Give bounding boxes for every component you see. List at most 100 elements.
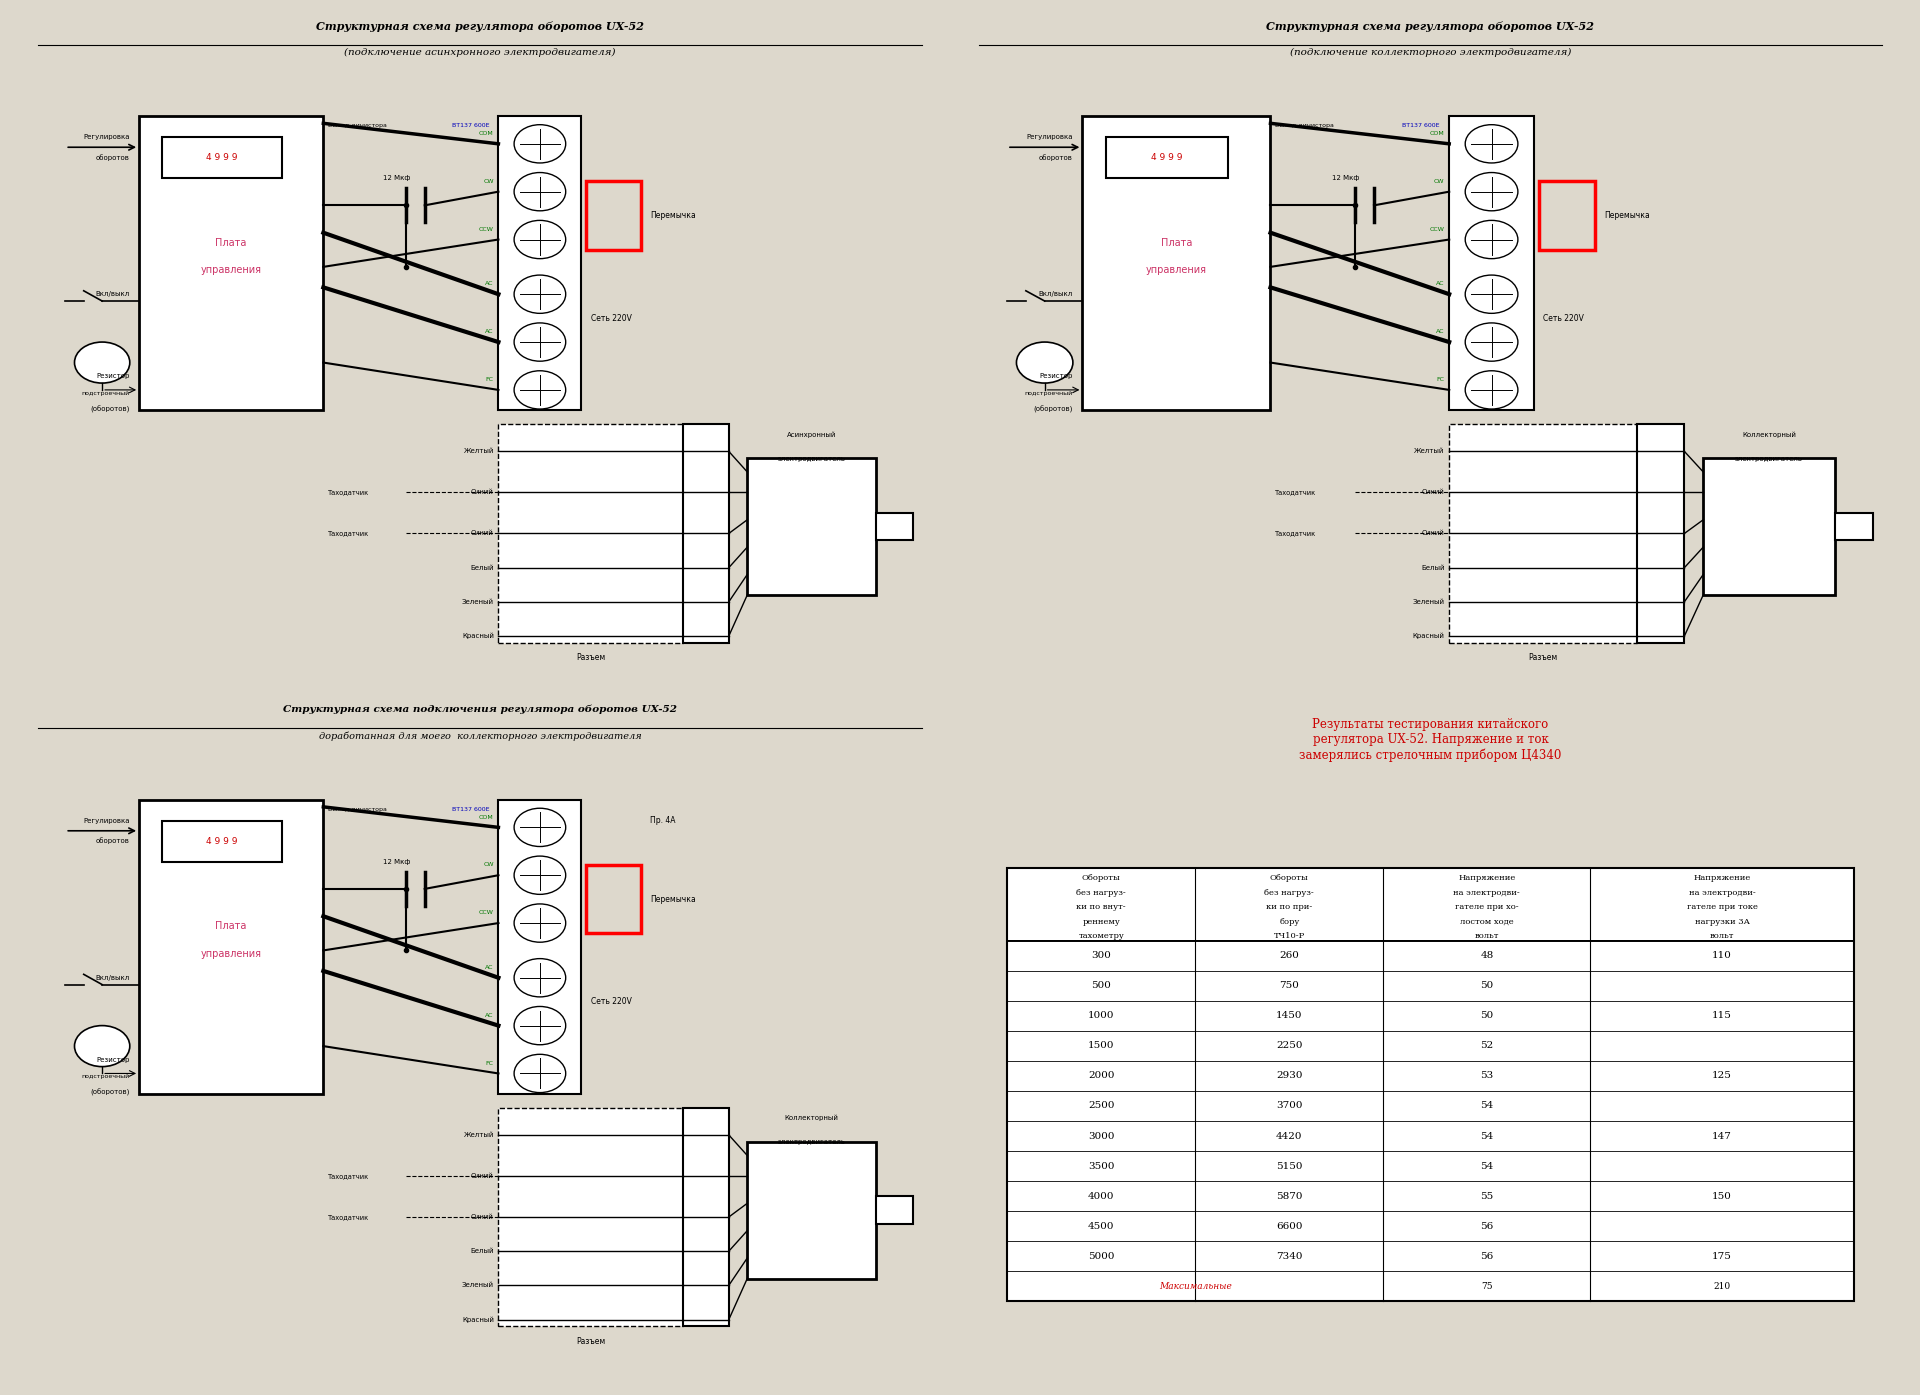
Text: 55: 55	[1480, 1191, 1494, 1201]
Bar	[138, 801, 323, 1094]
Text: AC: AC	[486, 329, 493, 335]
Text: вольт: вольт	[1475, 932, 1500, 940]
Text: AC: AC	[486, 965, 493, 970]
Text: 4 9 9 9: 4 9 9 9	[205, 837, 238, 845]
Text: Плата: Плата	[1162, 239, 1192, 248]
Bar	[161, 820, 282, 862]
Bar	[876, 513, 914, 540]
Text: 54: 54	[1480, 1102, 1494, 1110]
Bar	[747, 458, 876, 594]
Circle shape	[515, 173, 566, 211]
Text: реннему: реннему	[1083, 918, 1119, 926]
Text: Белый: Белый	[470, 1249, 493, 1254]
Text: Таходатчик: Таходатчик	[1275, 490, 1317, 495]
Circle shape	[515, 124, 566, 163]
Text: ВТ137 600Е: ВТ137 600Е	[453, 123, 490, 128]
Text: Структурная схема регулятора оборотов UX-52: Структурная схема регулятора оборотов UX…	[1267, 21, 1594, 32]
Text: Обороты: Обороты	[1081, 875, 1121, 883]
Text: AC: AC	[486, 282, 493, 286]
Text: Результаты тестирования китайского
регулятора UX-52. Напряжение и ток
замерялись: Результаты тестирования китайского регул…	[1300, 718, 1561, 762]
Text: 110: 110	[1713, 951, 1732, 960]
Circle shape	[75, 342, 131, 384]
Bar	[499, 1108, 684, 1327]
Text: Максимальные: Максимальные	[1160, 1282, 1231, 1290]
Text: 4 9 9 9: 4 9 9 9	[1152, 153, 1183, 162]
Text: Асинхронный: Асинхронный	[787, 431, 837, 438]
Text: оборотов: оборотов	[1039, 153, 1073, 160]
Circle shape	[515, 1055, 566, 1092]
Text: Перемычка: Перемычка	[1605, 211, 1649, 220]
Text: 56: 56	[1480, 1222, 1494, 1230]
Text: 115: 115	[1713, 1011, 1732, 1020]
Text: Перемычка: Перемычка	[651, 211, 697, 220]
Circle shape	[515, 1006, 566, 1045]
Circle shape	[515, 808, 566, 847]
Text: (оборотов): (оборотов)	[1033, 406, 1073, 413]
Circle shape	[515, 904, 566, 942]
Text: Зеленый: Зеленый	[1413, 598, 1444, 605]
Text: подстроечный: подстроечный	[81, 1074, 131, 1080]
Text: 4000: 4000	[1089, 1191, 1114, 1201]
Text: Синий: Синий	[470, 530, 493, 537]
Text: Перемычка: Перемычка	[651, 894, 697, 904]
Text: Синий: Синий	[1423, 490, 1444, 495]
Text: 175: 175	[1713, 1251, 1732, 1261]
Circle shape	[515, 220, 566, 258]
Text: 500: 500	[1091, 981, 1112, 990]
Text: оборотов: оборотов	[96, 153, 131, 160]
Text: FC: FC	[486, 1060, 493, 1066]
Text: без нагруз-: без нагруз-	[1077, 889, 1125, 897]
Text: электродвигатель: электродвигатель	[778, 1140, 847, 1145]
Text: 52: 52	[1480, 1041, 1494, 1050]
Bar	[747, 1141, 876, 1278]
Bar	[1638, 424, 1684, 643]
Text: нагрузки 3А: нагрузки 3А	[1695, 918, 1749, 926]
Circle shape	[1465, 322, 1519, 361]
Text: 5000: 5000	[1089, 1251, 1114, 1261]
Text: 56: 56	[1480, 1251, 1494, 1261]
Text: управления: управления	[1146, 265, 1208, 275]
Text: Таходатчик: Таходатчик	[328, 530, 369, 537]
Bar	[1450, 117, 1534, 410]
Circle shape	[515, 857, 566, 894]
Text: Напряжение: Напряжение	[1457, 875, 1515, 883]
Circle shape	[1465, 220, 1519, 258]
Text: 1500: 1500	[1089, 1041, 1114, 1050]
Text: 3700: 3700	[1277, 1102, 1302, 1110]
Text: Плата: Плата	[215, 239, 248, 248]
Text: COM: COM	[480, 131, 493, 137]
Text: Желтый: Желтый	[1415, 448, 1444, 455]
Text: ки по при-: ки по при-	[1265, 904, 1313, 911]
Text: 53: 53	[1480, 1071, 1494, 1080]
Text: (подключение асинхронного электродвигателя): (подключение асинхронного электродвигате…	[344, 49, 616, 57]
Text: Зеленый: Зеленый	[463, 598, 493, 605]
Circle shape	[515, 371, 566, 409]
Text: Сеть 220V: Сеть 220V	[591, 997, 632, 1006]
Bar	[1006, 868, 1855, 940]
Text: 2930: 2930	[1277, 1071, 1302, 1080]
Text: 54: 54	[1480, 1162, 1494, 1170]
Text: 50: 50	[1480, 1011, 1494, 1020]
Circle shape	[515, 322, 566, 361]
Text: доработанная для моего  коллекторного электродвигателя: доработанная для моего коллекторного эле…	[319, 731, 641, 741]
Text: на электродви-: на электродви-	[1453, 889, 1521, 897]
Text: 54: 54	[1480, 1131, 1494, 1141]
Text: оборотов: оборотов	[96, 837, 131, 844]
Bar	[499, 801, 582, 1094]
Text: 210: 210	[1713, 1282, 1730, 1290]
Text: CCW: CCW	[478, 911, 493, 915]
Text: (оборотов): (оборотов)	[90, 1089, 131, 1096]
Text: электродвигатель: электродвигатель	[1736, 456, 1803, 462]
Text: CW: CW	[1434, 179, 1444, 184]
Text: AC: AC	[1436, 329, 1444, 335]
Text: Таходатчик: Таходатчик	[1275, 530, 1317, 537]
Text: Желтый: Желтый	[463, 448, 493, 455]
Text: ВТ137 600Е: ВТ137 600Е	[1402, 123, 1440, 128]
Text: вольт: вольт	[1711, 932, 1734, 940]
Text: Структурная схема регулятора оборотов UX-52: Структурная схема регулятора оборотов UX…	[317, 21, 643, 32]
Text: 75: 75	[1480, 1282, 1492, 1290]
Circle shape	[75, 1025, 131, 1067]
Circle shape	[1465, 173, 1519, 211]
Text: Разъем: Разъем	[576, 653, 605, 663]
Text: CCW: CCW	[478, 227, 493, 232]
